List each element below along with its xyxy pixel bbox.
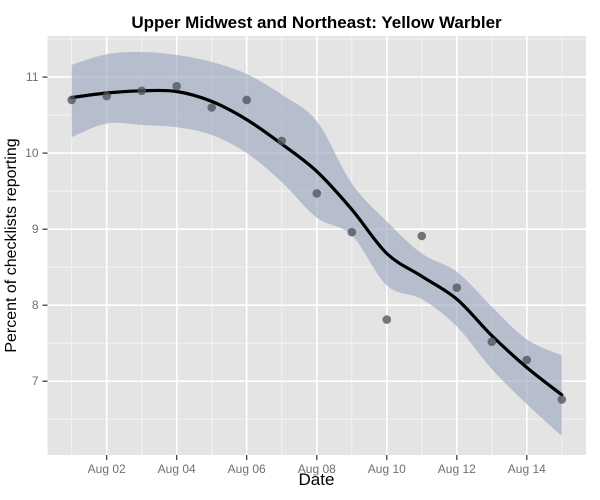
x-tick-label: Aug 14 bbox=[508, 462, 546, 476]
x-tick-label: Aug 04 bbox=[158, 462, 196, 476]
y-tick-label: 9 bbox=[32, 222, 39, 236]
x-tick-label: Aug 02 bbox=[88, 462, 126, 476]
data-point bbox=[137, 86, 146, 96]
x-tick-label: Aug 08 bbox=[298, 462, 336, 476]
y-tick-label: 7 bbox=[32, 374, 39, 388]
data-point bbox=[417, 231, 427, 241]
smooth-line bbox=[70, 88, 564, 397]
data-point bbox=[347, 227, 357, 237]
y-tick-label: 11 bbox=[26, 70, 39, 84]
data-point bbox=[557, 395, 567, 404]
data-point bbox=[487, 337, 497, 347]
data-point bbox=[207, 103, 216, 112]
plot-title: Upper Midwest and Northeast: Yellow Warb… bbox=[131, 13, 502, 32]
data-point bbox=[382, 315, 392, 324]
data-point bbox=[312, 189, 322, 198]
data-point bbox=[67, 95, 76, 105]
y-axis-title: Percent of checklists reporting bbox=[3, 138, 20, 353]
x-axis-title: Date bbox=[298, 470, 335, 489]
y-tick-label: 8 bbox=[32, 298, 39, 312]
data-point bbox=[242, 95, 251, 105]
data-point bbox=[172, 81, 181, 91]
data-point bbox=[452, 283, 462, 293]
x-tick-label: Aug 10 bbox=[368, 462, 406, 476]
data-point bbox=[522, 355, 532, 365]
data-point bbox=[102, 91, 111, 101]
y-tick-label: 10 bbox=[25, 146, 39, 160]
x-tick-label: Aug 12 bbox=[438, 462, 476, 476]
data-point bbox=[277, 136, 287, 146]
x-tick-label: Aug 06 bbox=[228, 462, 266, 476]
